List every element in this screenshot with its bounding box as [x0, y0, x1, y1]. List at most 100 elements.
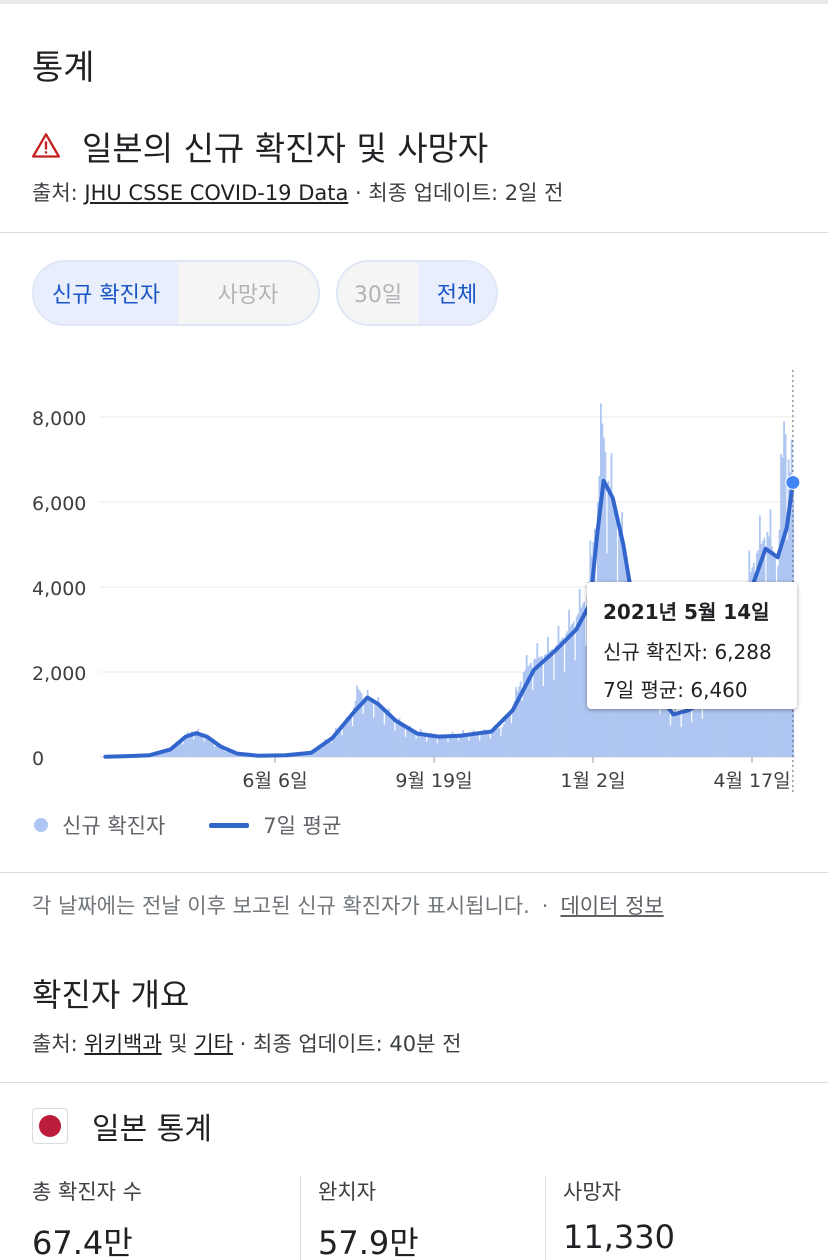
stat-divider — [300, 1176, 301, 1260]
stat-total-cases: 총 확진자 수 67.4만 — [32, 1176, 142, 1260]
case-bar — [556, 644, 558, 757]
case-bar — [222, 748, 225, 757]
case-bar — [516, 691, 519, 757]
case-bar — [324, 739, 327, 757]
case-bar — [177, 742, 180, 757]
case-bar — [468, 740, 471, 757]
case-bar — [553, 680, 555, 757]
case-bar — [345, 717, 348, 757]
stats-title: 일본 통계 — [92, 1112, 212, 1147]
case-bar — [394, 730, 396, 757]
case-bar — [212, 742, 215, 757]
case-bar — [412, 730, 414, 757]
case-bar — [689, 708, 692, 757]
case-bar — [342, 724, 345, 757]
case-bar — [707, 694, 710, 757]
case-bar — [377, 696, 380, 757]
case-bar — [404, 736, 407, 757]
highlight-point — [785, 474, 801, 490]
case-bar — [365, 698, 368, 757]
case-bar — [584, 646, 587, 757]
case-bar — [175, 741, 178, 757]
case-bar — [418, 732, 421, 757]
case-bar — [318, 746, 321, 757]
case-bar — [179, 741, 181, 757]
range-toggle: 30일 전체 — [336, 260, 498, 326]
case-bar — [469, 733, 472, 757]
toggle-30-days[interactable]: 30일 — [338, 262, 418, 324]
case-bar — [447, 742, 449, 757]
top-divider — [0, 0, 828, 4]
case-bar — [489, 738, 492, 757]
chart-svg[interactable]: 0 2,000 4,000 6,000 8,000 6월 6일 9월 19일 1월 2일 4월 … — [0, 360, 828, 800]
case-bar — [583, 601, 586, 757]
case-bar — [400, 724, 402, 757]
case-bar — [537, 657, 540, 757]
tooltip-new-cases: 신규 확진자: 6,288 — [603, 640, 772, 664]
case-bar — [480, 733, 483, 757]
legend-line-swatch — [209, 822, 250, 828]
case-bar — [409, 725, 411, 757]
case-bar — [166, 749, 169, 757]
chart-footnote: 각 날짜에는 전날 이후 보고된 신규 확진자가 표시됩니다. · 데이터 정보 — [32, 890, 664, 920]
stat-label: 총 확진자 수 — [32, 1180, 142, 1204]
case-bar — [705, 687, 708, 757]
toggle-deaths[interactable]: 사망자 — [178, 262, 318, 324]
overview-source-line: 출처: 위키백과 및 기타 · 최종 업데이트: 40분 전 — [32, 1028, 461, 1058]
case-bar — [191, 731, 193, 757]
case-bar — [225, 749, 228, 757]
overview-title: 확진자 개요 — [32, 976, 190, 1014]
case-bar — [645, 670, 648, 757]
other-sources-link[interactable]: 기타 — [194, 1032, 233, 1056]
case-bar — [374, 701, 377, 757]
toggle-new-cases[interactable]: 신규 확진자 — [34, 262, 178, 324]
toggle-all[interactable]: 전체 — [418, 262, 496, 324]
case-bar — [163, 750, 166, 757]
case-bar — [506, 718, 508, 757]
case-bar — [437, 737, 440, 757]
cases-chart[interactable]: 0 2,000 4,000 6,000 8,000 6월 6일 9월 19일 1월 2일 4월 … — [0, 360, 828, 800]
case-bar — [397, 722, 399, 757]
case-bar — [436, 743, 439, 757]
case-bar — [174, 744, 177, 757]
tooltip-average: 7일 평균: 6,460 — [603, 678, 748, 702]
case-bar — [657, 693, 660, 757]
case-bar — [643, 665, 646, 757]
case-bar — [716, 664, 719, 757]
case-bar — [171, 750, 174, 757]
source-link[interactable]: JHU CSSE COVID-19 Data — [84, 181, 349, 205]
case-bar — [168, 748, 171, 757]
case-bar — [415, 738, 418, 757]
case-bar — [578, 588, 581, 757]
case-bar — [562, 637, 564, 757]
case-bar — [637, 677, 640, 757]
data-info-link[interactable]: 데이터 정보 — [560, 894, 664, 918]
x-tick-label: 1월 2일 — [560, 770, 625, 792]
wikipedia-link[interactable]: 위키백과 — [84, 1032, 162, 1056]
case-bar — [416, 731, 419, 757]
case-bar — [659, 714, 661, 757]
case-bar — [369, 699, 372, 757]
case-bar — [321, 743, 324, 757]
case-bar — [198, 733, 201, 757]
case-bar — [230, 752, 233, 757]
case-bar — [548, 651, 551, 757]
case-bar — [680, 727, 683, 757]
case-bar — [463, 733, 466, 757]
case-bar — [185, 736, 187, 757]
case-bar — [309, 753, 312, 757]
section-title: 통계 — [32, 48, 95, 88]
source-prefix: 출처: — [32, 181, 85, 205]
case-bar — [359, 691, 361, 757]
case-bar — [188, 733, 190, 757]
case-bar — [709, 692, 711, 757]
case-bar — [203, 741, 206, 757]
case-bar — [172, 746, 175, 757]
case-bar — [221, 747, 224, 757]
case-bar — [351, 726, 354, 757]
case-bar — [501, 727, 504, 757]
case-bar — [366, 689, 369, 757]
case-bar — [403, 726, 405, 757]
case-bar — [371, 700, 374, 757]
case-bar — [442, 736, 445, 757]
